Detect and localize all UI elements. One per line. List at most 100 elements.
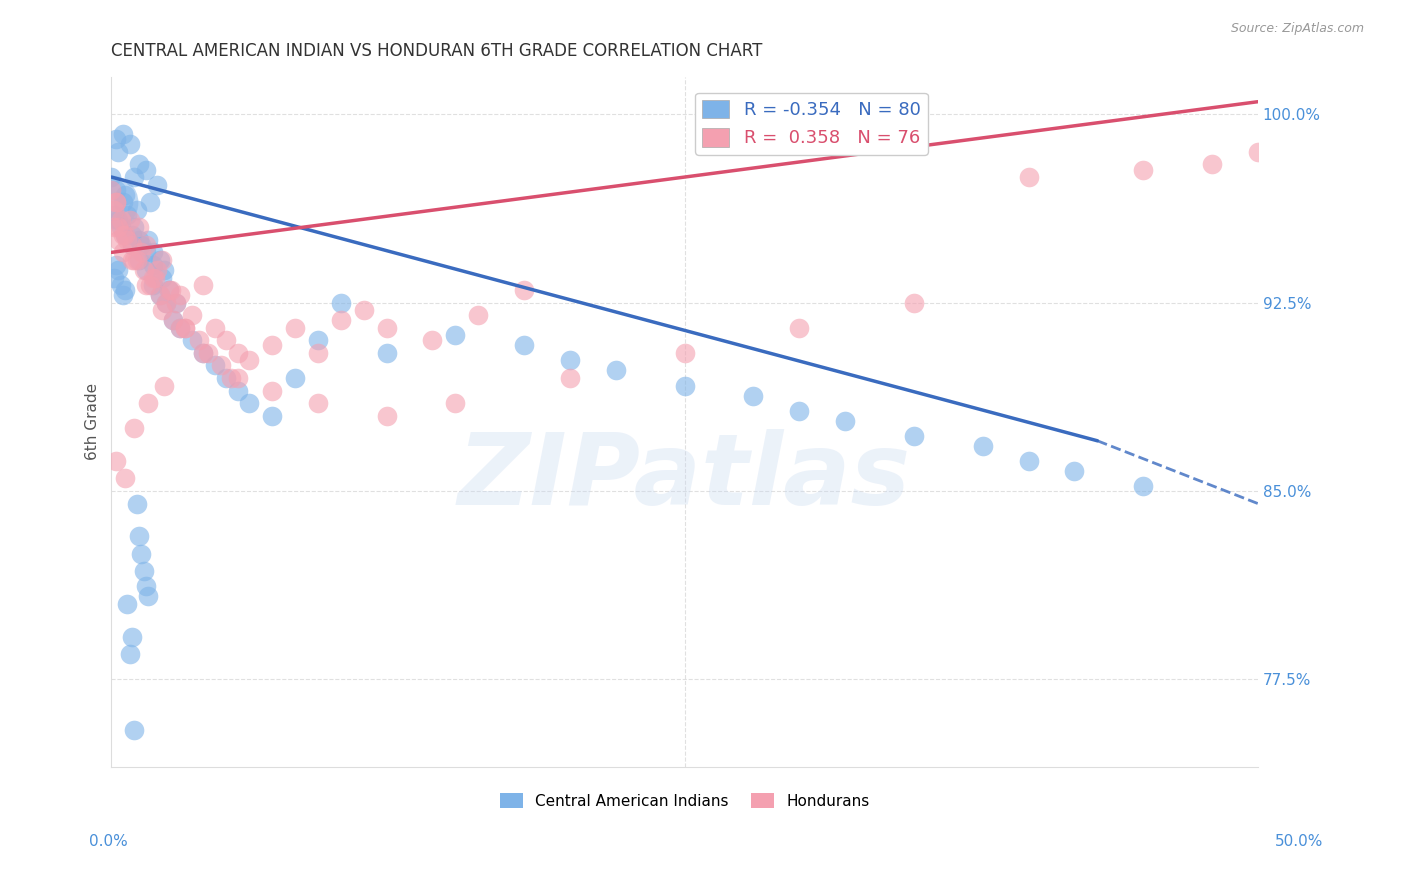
Point xyxy=(100,195,122,210)
Point xyxy=(150,252,173,267)
Point xyxy=(307,346,329,360)
Point xyxy=(1018,454,1040,468)
Point xyxy=(125,252,148,267)
Point xyxy=(260,338,283,352)
Point xyxy=(260,384,283,398)
Point xyxy=(103,220,125,235)
Point xyxy=(124,421,146,435)
Point xyxy=(117,208,139,222)
Point xyxy=(558,353,581,368)
Text: ZIPatlas: ZIPatlas xyxy=(458,429,911,525)
Point xyxy=(513,338,536,352)
Point xyxy=(114,187,136,202)
Point xyxy=(142,278,165,293)
Point xyxy=(128,529,150,543)
Y-axis label: 6th Grade: 6th Grade xyxy=(86,384,100,460)
Point xyxy=(100,183,122,197)
Point xyxy=(132,565,155,579)
Point xyxy=(219,371,242,385)
Point xyxy=(191,278,214,293)
Point xyxy=(162,313,184,327)
Point xyxy=(673,378,696,392)
Point xyxy=(180,334,202,348)
Point xyxy=(107,263,129,277)
Point xyxy=(1132,162,1154,177)
Point xyxy=(107,212,129,227)
Point xyxy=(513,283,536,297)
Point xyxy=(150,303,173,318)
Point xyxy=(444,396,467,410)
Point xyxy=(124,220,146,235)
Point xyxy=(226,384,249,398)
Point xyxy=(100,169,122,184)
Point xyxy=(284,371,307,385)
Point xyxy=(128,233,150,247)
Point xyxy=(125,202,148,217)
Point xyxy=(135,263,157,277)
Point xyxy=(139,278,162,293)
Text: Source: ZipAtlas.com: Source: ZipAtlas.com xyxy=(1230,22,1364,36)
Point xyxy=(444,328,467,343)
Point xyxy=(135,278,157,293)
Point xyxy=(787,320,810,334)
Point xyxy=(142,245,165,260)
Point xyxy=(128,252,150,267)
Point xyxy=(353,303,375,318)
Point xyxy=(162,313,184,327)
Point xyxy=(135,245,157,260)
Point xyxy=(105,195,128,210)
Point xyxy=(1063,464,1085,478)
Point xyxy=(118,137,141,152)
Point xyxy=(105,183,128,197)
Point xyxy=(124,252,146,267)
Point xyxy=(111,288,134,302)
Point xyxy=(375,320,398,334)
Point xyxy=(110,220,132,235)
Point xyxy=(742,388,765,402)
Point xyxy=(129,547,152,561)
Point xyxy=(1018,169,1040,184)
Point xyxy=(103,202,125,217)
Point xyxy=(129,238,152,252)
Point xyxy=(238,353,260,368)
Point xyxy=(105,195,128,210)
Point xyxy=(467,308,489,322)
Point xyxy=(211,359,233,373)
Point xyxy=(834,414,856,428)
Point xyxy=(143,270,166,285)
Point xyxy=(110,212,132,227)
Point xyxy=(146,178,169,192)
Point xyxy=(226,371,249,385)
Point xyxy=(169,320,191,334)
Point xyxy=(107,220,129,235)
Point xyxy=(153,263,176,277)
Point xyxy=(121,238,143,252)
Point xyxy=(157,283,180,297)
Point xyxy=(787,403,810,417)
Point xyxy=(105,454,128,468)
Point xyxy=(215,334,238,348)
Point xyxy=(165,295,187,310)
Point xyxy=(155,295,177,310)
Point xyxy=(146,263,169,277)
Point xyxy=(121,238,143,252)
Point xyxy=(135,238,157,252)
Point xyxy=(118,212,141,227)
Point xyxy=(136,396,159,410)
Point xyxy=(125,497,148,511)
Point xyxy=(226,346,249,360)
Point xyxy=(903,295,925,310)
Point xyxy=(105,132,128,146)
Point xyxy=(155,295,177,310)
Point xyxy=(169,288,191,302)
Point xyxy=(215,371,238,385)
Point xyxy=(187,334,209,348)
Point xyxy=(329,313,352,327)
Point xyxy=(972,439,994,453)
Point xyxy=(111,128,134,142)
Point xyxy=(204,359,226,373)
Point xyxy=(260,409,283,423)
Point xyxy=(1132,479,1154,493)
Text: CENTRAL AMERICAN INDIAN VS HONDURAN 6TH GRADE CORRELATION CHART: CENTRAL AMERICAN INDIAN VS HONDURAN 6TH … xyxy=(111,42,763,60)
Point xyxy=(169,320,191,334)
